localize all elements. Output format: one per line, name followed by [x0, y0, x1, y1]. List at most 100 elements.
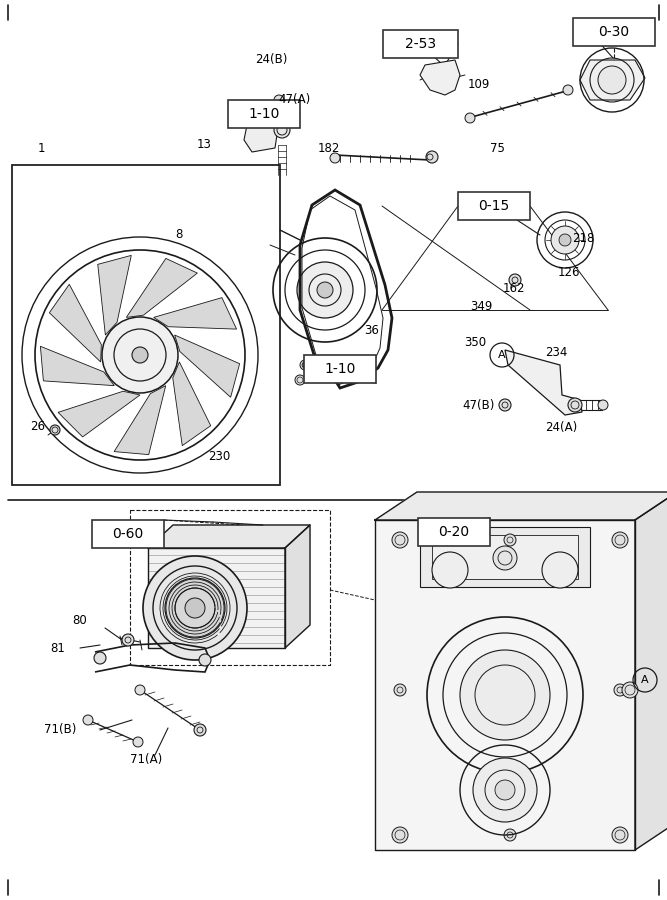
Circle shape	[614, 684, 626, 696]
Circle shape	[612, 532, 628, 548]
Text: 349: 349	[470, 300, 492, 312]
Circle shape	[300, 360, 310, 370]
Circle shape	[568, 398, 582, 412]
Circle shape	[133, 737, 143, 747]
Text: A: A	[641, 675, 649, 685]
Text: 24(B): 24(B)	[255, 53, 287, 67]
Text: 26: 26	[30, 419, 45, 433]
Text: 0-20: 0-20	[438, 525, 470, 539]
Text: 162: 162	[503, 282, 526, 294]
Circle shape	[394, 684, 406, 696]
Circle shape	[499, 399, 511, 411]
Text: 71(A): 71(A)	[130, 753, 162, 767]
Text: 13: 13	[197, 139, 212, 151]
Circle shape	[50, 425, 60, 435]
Circle shape	[504, 534, 516, 546]
Circle shape	[143, 556, 247, 660]
Bar	[573, 18, 655, 46]
Circle shape	[392, 827, 408, 843]
Circle shape	[622, 682, 638, 698]
Circle shape	[83, 715, 93, 725]
Circle shape	[165, 578, 225, 638]
Circle shape	[473, 758, 537, 822]
Polygon shape	[580, 60, 645, 100]
Circle shape	[551, 226, 579, 254]
Polygon shape	[114, 385, 165, 454]
Polygon shape	[98, 256, 131, 335]
Circle shape	[135, 685, 145, 695]
Circle shape	[504, 829, 516, 841]
Circle shape	[274, 122, 290, 138]
Circle shape	[426, 151, 438, 163]
Text: 0-15: 0-15	[478, 199, 510, 213]
Circle shape	[274, 95, 284, 105]
Circle shape	[102, 317, 178, 393]
Bar	[228, 100, 300, 128]
Polygon shape	[148, 548, 285, 648]
Bar	[304, 355, 376, 383]
Bar	[420, 527, 590, 587]
Text: 126: 126	[558, 266, 580, 278]
Polygon shape	[175, 335, 239, 397]
Text: A: A	[498, 350, 506, 360]
Polygon shape	[41, 346, 114, 385]
Text: 218: 218	[572, 231, 594, 245]
Circle shape	[542, 552, 578, 588]
Circle shape	[598, 400, 608, 410]
Text: 71(B): 71(B)	[44, 724, 77, 736]
Polygon shape	[58, 392, 140, 436]
Text: 350: 350	[464, 336, 486, 348]
Text: 81: 81	[50, 642, 65, 654]
Circle shape	[199, 654, 211, 666]
Bar	[383, 30, 458, 58]
Circle shape	[94, 652, 106, 664]
Circle shape	[303, 358, 317, 372]
Circle shape	[432, 552, 468, 588]
Circle shape	[559, 234, 571, 246]
Polygon shape	[173, 362, 211, 446]
Text: 1-10: 1-10	[248, 107, 279, 121]
Circle shape	[122, 634, 134, 646]
Polygon shape	[244, 115, 278, 152]
Circle shape	[132, 347, 148, 363]
Text: 47(B): 47(B)	[462, 399, 494, 411]
Text: 75: 75	[490, 141, 505, 155]
Circle shape	[310, 370, 320, 380]
Text: 2-53: 2-53	[405, 37, 436, 51]
Circle shape	[509, 274, 521, 286]
Text: 80: 80	[72, 614, 87, 626]
Text: 24(A): 24(A)	[545, 421, 577, 435]
Circle shape	[330, 153, 340, 163]
Text: 8: 8	[175, 229, 182, 241]
Text: 0-60: 0-60	[112, 527, 143, 541]
Circle shape	[465, 113, 475, 123]
Text: 36: 36	[364, 323, 379, 337]
Circle shape	[185, 598, 205, 618]
Text: 1-10: 1-10	[324, 362, 356, 376]
Bar	[458, 192, 530, 220]
Bar	[92, 520, 164, 548]
Polygon shape	[148, 525, 310, 548]
Text: 230: 230	[208, 449, 230, 463]
Polygon shape	[49, 284, 101, 362]
Circle shape	[612, 827, 628, 843]
Text: 47(A): 47(A)	[278, 94, 310, 106]
Bar	[12, 165, 280, 485]
Text: 234: 234	[545, 346, 568, 358]
Text: 0-30: 0-30	[598, 25, 630, 39]
Circle shape	[598, 66, 626, 94]
Polygon shape	[375, 492, 667, 520]
Polygon shape	[126, 258, 197, 318]
Circle shape	[392, 532, 408, 548]
Text: 1: 1	[38, 141, 45, 155]
Text: 182: 182	[318, 141, 340, 155]
Polygon shape	[505, 350, 582, 415]
Polygon shape	[375, 520, 635, 850]
Polygon shape	[420, 60, 460, 95]
Circle shape	[297, 262, 353, 318]
Circle shape	[317, 282, 333, 298]
Circle shape	[295, 375, 305, 385]
Circle shape	[194, 724, 206, 736]
Circle shape	[495, 780, 515, 800]
Bar	[432, 535, 578, 579]
